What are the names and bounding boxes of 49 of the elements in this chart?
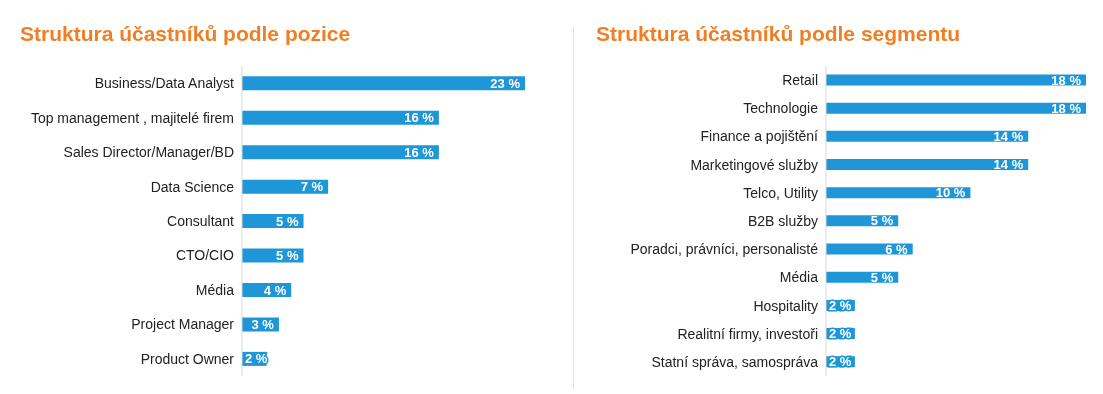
chart-title: Struktura účastníků podle segmentu xyxy=(595,21,962,47)
data-label: 5 % xyxy=(870,269,894,285)
data-label: 14 % xyxy=(993,128,1024,144)
bar xyxy=(826,102,1086,114)
bar xyxy=(826,130,1029,142)
y-tick-label: B2B služby xyxy=(747,212,818,229)
y-tick-label: Business/Data Analyst xyxy=(94,75,235,92)
y-tick-label: Média xyxy=(195,281,235,298)
y-tick-label: Hospitality xyxy=(753,297,818,314)
y-tick-label: Project Manager xyxy=(131,316,235,333)
data-label: 16 % xyxy=(404,144,435,160)
y-tick-label: CTO/CIO xyxy=(175,247,235,264)
y-tick-label: Top management , majitelé firem xyxy=(30,109,234,126)
y-tick-label: Marketingové služby xyxy=(690,156,818,173)
y-tick-label: Média xyxy=(779,269,819,286)
bar xyxy=(826,159,1029,170)
data-label: 7 % xyxy=(300,179,324,195)
data-label: 5 % xyxy=(870,213,894,229)
data-label: 5 % xyxy=(276,213,299,229)
data-label: 4 % xyxy=(263,282,287,298)
data-label: 10 % xyxy=(935,185,966,201)
y-tick-label: Data Science xyxy=(150,178,235,195)
y-tick-label: Technologie xyxy=(743,100,819,117)
data-label: 2 % xyxy=(245,351,268,367)
y-tick-label: Consultant xyxy=(167,212,235,229)
data-label: 23 % xyxy=(490,75,521,91)
data-label: 18 % xyxy=(1051,72,1082,88)
y-tick-label: Statní správa, samospráva xyxy=(651,353,819,370)
y-tick-label: Finance a pojištění xyxy=(700,128,819,145)
data-label: 3 % xyxy=(251,316,275,332)
data-label: 5 % xyxy=(276,248,299,264)
y-tick-label: Sales Director/Manager/BD xyxy=(63,144,234,161)
y-tick-label: Poradci, právníci, personalisté xyxy=(630,241,819,258)
y-tick-label: Realitní firmy, investoři xyxy=(677,325,818,342)
bar xyxy=(242,145,439,160)
data-label: 2 % xyxy=(829,326,852,342)
data-label: 2 % xyxy=(829,354,852,370)
data-label: 14 % xyxy=(993,157,1024,173)
data-label: 2 % xyxy=(829,297,852,313)
bar xyxy=(826,74,1086,86)
chart-title: Struktura účastníků podle pozice xyxy=(19,21,352,47)
bar xyxy=(242,110,439,125)
data-label: 16 % xyxy=(404,110,435,126)
data-label: 6 % xyxy=(885,241,909,257)
y-tick-label: Telco, Utility xyxy=(743,184,818,201)
y-tick-label: Product Owner xyxy=(140,350,235,367)
bar xyxy=(242,76,525,91)
data-label: 18 % xyxy=(1051,100,1082,116)
y-tick-label: Retail xyxy=(782,72,818,89)
